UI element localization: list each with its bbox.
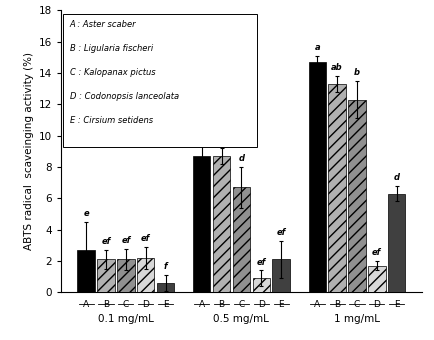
Text: e: e (83, 209, 89, 218)
Text: E: E (278, 300, 283, 309)
Text: B: B (103, 300, 109, 309)
Bar (348, 100, 365, 292)
Text: D: D (257, 300, 264, 309)
Bar (77, 250, 95, 292)
Bar (272, 259, 289, 292)
Text: c: c (199, 116, 204, 125)
Text: 0.1 mg/mL: 0.1 mg/mL (98, 313, 154, 324)
Text: b: b (353, 68, 359, 77)
Text: B: B (333, 300, 339, 309)
Text: C : Kalopanax pictus: C : Kalopanax pictus (70, 68, 155, 77)
Text: A: A (83, 300, 89, 309)
Bar (387, 194, 404, 292)
Bar (97, 259, 115, 292)
Text: C: C (122, 300, 129, 309)
Text: A: A (313, 300, 319, 309)
Text: ab: ab (331, 63, 342, 72)
Text: E: E (393, 300, 398, 309)
Text: C: C (238, 300, 244, 309)
Y-axis label: ABTS radical  scaveinging activity (%): ABTS radical scaveinging activity (%) (24, 52, 34, 250)
Text: B: B (218, 300, 224, 309)
Bar (157, 283, 174, 292)
Text: d: d (238, 154, 244, 163)
Text: ef: ef (372, 248, 381, 257)
Text: ef: ef (276, 228, 285, 237)
Text: D : Codonopsis lanceolata: D : Codonopsis lanceolata (70, 92, 179, 101)
Bar (252, 278, 270, 292)
Bar (308, 62, 325, 292)
Text: ef: ef (121, 236, 130, 244)
Text: A : Aster scaber: A : Aster scaber (70, 20, 136, 29)
Text: f: f (164, 262, 167, 271)
Text: E : Cirsium setidens: E : Cirsium setidens (70, 116, 153, 125)
Text: d: d (393, 173, 399, 182)
Bar (232, 187, 250, 292)
Bar (212, 156, 230, 292)
Bar (193, 156, 210, 292)
Text: ef: ef (256, 257, 265, 267)
FancyBboxPatch shape (63, 14, 256, 147)
Text: D: D (372, 300, 379, 309)
Text: B : Ligularia fischeri: B : Ligularia fischeri (70, 44, 153, 53)
Text: 0.5 mg/mL: 0.5 mg/mL (213, 313, 269, 324)
Text: ef: ef (101, 237, 110, 246)
Text: A: A (198, 300, 204, 309)
Text: a: a (314, 43, 319, 52)
Bar (367, 266, 385, 292)
Bar (137, 258, 154, 292)
Text: C: C (353, 300, 359, 309)
Text: 1 mg/mL: 1 mg/mL (333, 313, 379, 324)
Text: E: E (162, 300, 168, 309)
Text: D: D (142, 300, 149, 309)
Bar (117, 259, 134, 292)
Text: c: c (219, 135, 224, 144)
Bar (328, 84, 345, 292)
Text: ef: ef (141, 234, 150, 243)
